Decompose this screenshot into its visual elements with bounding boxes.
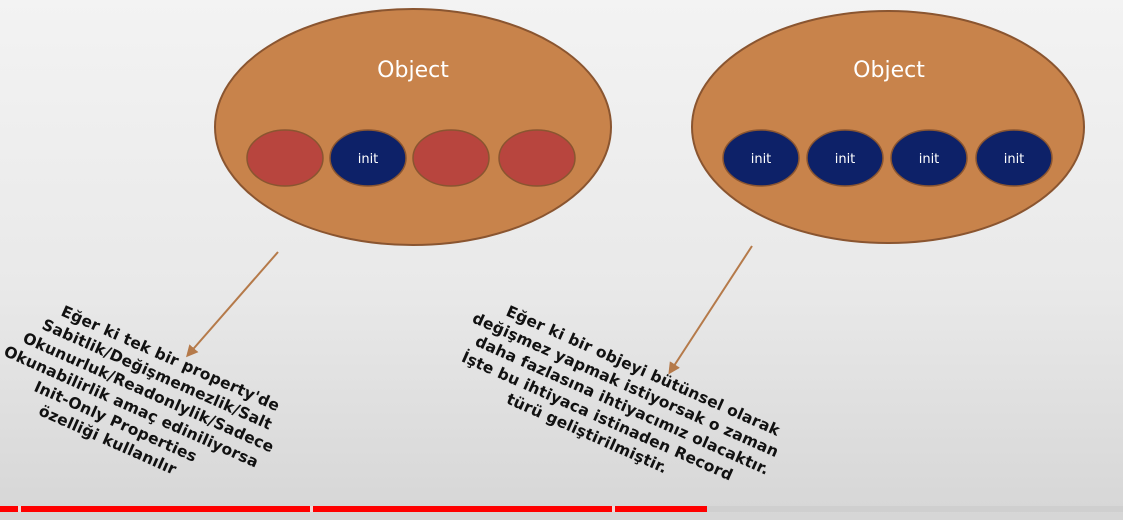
video-progress-bar[interactable] xyxy=(0,506,1123,512)
left-object-slots: init xyxy=(246,129,576,187)
left-object-ellipse xyxy=(214,8,612,246)
video-progress-fill xyxy=(0,506,708,512)
right-object-slots: init init init init xyxy=(722,129,1053,187)
right-object-title: Object xyxy=(853,58,925,83)
left-note: Eğer ki tek bir property'de Sabitlik/Değ… xyxy=(1,302,282,479)
left-arrow xyxy=(186,251,279,358)
right-object-ellipse xyxy=(691,10,1085,244)
left-slot-2-label: init xyxy=(358,152,379,167)
right-slot-3 xyxy=(890,129,968,187)
chapter-marker xyxy=(310,506,313,512)
right-slot-2-label: init xyxy=(835,152,856,167)
left-slot-3 xyxy=(412,129,490,187)
right-slot-2 xyxy=(806,129,884,187)
right-slot-1-label: init xyxy=(751,152,772,167)
right-arrow xyxy=(668,245,753,375)
right-note: Eğer ki bir objeyi bütünsel olarak değiş… xyxy=(459,302,783,484)
left-object: Object init xyxy=(214,8,612,246)
right-slot-4 xyxy=(975,129,1053,187)
left-slot-4 xyxy=(498,129,576,187)
left-slot-2 xyxy=(329,129,407,187)
right-slot-1 xyxy=(722,129,800,187)
left-object-title: Object xyxy=(377,58,449,83)
right-object: Object init init init init xyxy=(691,10,1085,244)
right-slot-3-label: init xyxy=(919,152,940,167)
chapter-marker xyxy=(612,506,615,512)
left-slot-1 xyxy=(246,129,324,187)
right-slot-4-label: init xyxy=(1004,152,1025,167)
chapter-marker xyxy=(18,506,21,512)
